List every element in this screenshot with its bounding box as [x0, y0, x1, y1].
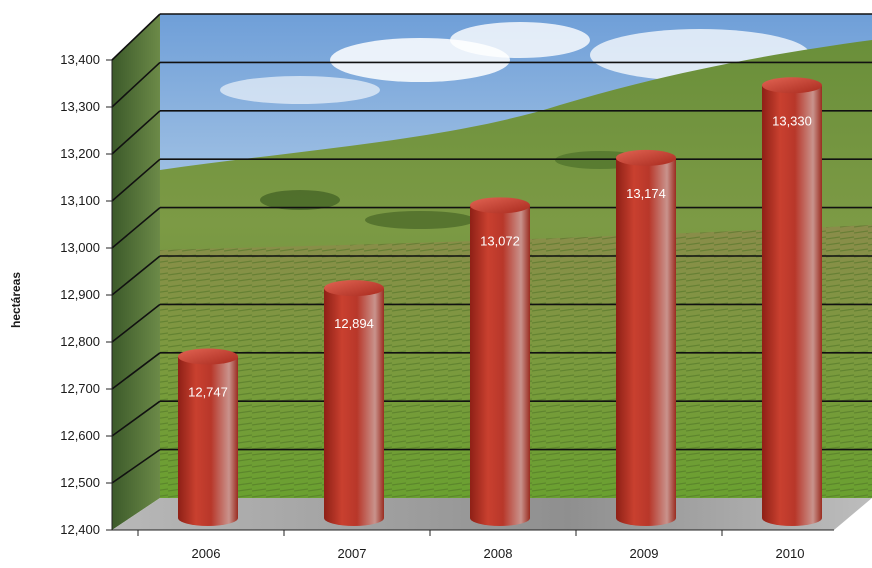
data-label: 13,174	[626, 186, 666, 201]
y-tick-label: 13,300	[60, 99, 100, 114]
x-tick-label: 2010	[776, 546, 805, 561]
y-tick-label: 12,400	[60, 522, 100, 537]
y-tick-label: 13,100	[60, 193, 100, 208]
x-tick-label: 2006	[192, 546, 221, 561]
gridline-side	[111, 303, 161, 343]
bar-cap	[324, 280, 384, 297]
gridline-side	[111, 61, 161, 108]
gridline-side	[111, 206, 161, 249]
y-axis-label: hectáreas	[9, 272, 23, 328]
x-tick-label: 2008	[484, 546, 513, 561]
bar-cap	[470, 197, 530, 214]
data-labels: 12,747 12,894 13,072 13,174 13,330	[188, 113, 812, 399]
data-label: 13,330	[772, 113, 812, 128]
side-wall	[112, 14, 160, 530]
bars	[178, 77, 822, 527]
bar-body	[762, 85, 822, 527]
bar-2007	[324, 280, 384, 526]
gridline-side	[111, 255, 161, 296]
data-label: 13,072	[480, 233, 520, 248]
bar-body	[470, 205, 530, 526]
data-label: 12,894	[334, 316, 374, 331]
bar-2008	[470, 197, 530, 526]
gridline-side	[111, 13, 161, 61]
y-tick-label: 12,700	[60, 381, 100, 396]
y-tick-label: 12,900	[60, 287, 100, 302]
bar-body	[616, 157, 676, 527]
x-tick-label: 2007	[338, 546, 367, 561]
x-tick-label: 2009	[630, 546, 659, 561]
y-tick-label: 13,000	[60, 240, 100, 255]
gridline-side	[111, 352, 161, 390]
bar-cap	[616, 149, 676, 166]
y-tick-label: 13,200	[60, 146, 100, 161]
x-tick-labels: 2006 2007 2008 2009 2010	[137, 530, 805, 561]
y-tick-labels: 12,400 12,500 12,600 12,700 12,800 12,900 13,0…	[60, 52, 112, 537]
bar-body	[178, 356, 238, 526]
bar-2009	[616, 149, 676, 527]
gridline-side	[111, 110, 161, 155]
bar-cap	[178, 348, 238, 365]
bar-body	[324, 288, 384, 526]
y-tick-label: 12,800	[60, 334, 100, 349]
gridline-side	[111, 448, 161, 484]
gridline-side	[111, 158, 161, 202]
y-tick-label: 12,600	[60, 428, 100, 443]
y-tick-label: 12,500	[60, 475, 100, 490]
data-label: 12,747	[188, 385, 228, 400]
gridline-side	[111, 400, 161, 437]
bar-2010	[762, 77, 822, 527]
bar-2006	[178, 348, 238, 526]
bar-cap	[762, 77, 822, 94]
y-tick-label: 13,400	[60, 52, 100, 67]
